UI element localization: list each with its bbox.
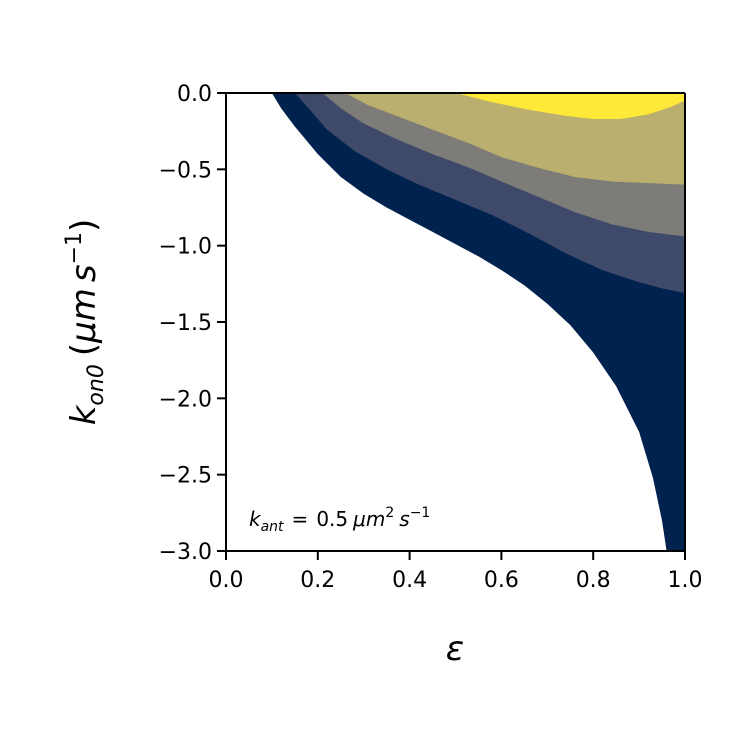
x-axis-title: ε (446, 629, 464, 669)
y-tick-label: 0.0 (177, 82, 212, 107)
y-tick-label: −3.0 (159, 540, 212, 565)
y-axis-title: kon0(μms−1) (62, 219, 109, 426)
y-tick-label: −1.5 (159, 311, 212, 336)
y-tick-label: −2.0 (159, 387, 212, 412)
y-tick-label: −1.0 (159, 235, 212, 260)
x-tick-label: 0.2 (300, 568, 335, 593)
contour-fill-layer (271, 93, 685, 551)
y-tick-label: −2.5 (159, 464, 212, 489)
annotation-k-ant: kant = 0.5 μm2 s−1 (249, 505, 430, 535)
y-axis-ticks: 0.0 −0.5 −1.0 −1.5 −2.0 −2.5 −3.0 (159, 82, 226, 565)
x-tick-label: 1.0 (668, 568, 703, 593)
contour-band-5 (455, 93, 685, 119)
x-tick-label: 0.0 (209, 568, 244, 593)
x-tick-label: 0.4 (392, 568, 427, 593)
x-axis-ticks: 0.0 0.2 0.4 0.6 0.8 1.0 (209, 551, 703, 593)
y-tick-label: −0.5 (159, 158, 212, 183)
x-tick-label: 0.8 (576, 568, 611, 593)
x-tick-label: 0.6 (484, 568, 519, 593)
